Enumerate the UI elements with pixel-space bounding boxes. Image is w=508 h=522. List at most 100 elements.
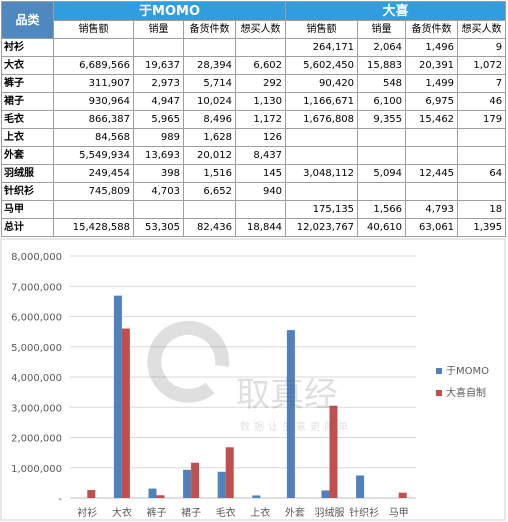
metric-header: 备货件数 — [183, 20, 236, 39]
category-cell: 羽绒服 — [1, 164, 54, 183]
value-cell: 82,436 — [183, 218, 236, 237]
table-row: 大衣 6,689,566 19,637 28,394 6,602 5,602,450 15,… — [1, 56, 507, 75]
x-tick-label: 上衣 — [250, 506, 270, 519]
bar-daxi-4 — [225, 447, 234, 498]
value-cell: 18,844 — [234, 218, 287, 237]
bar-momo-5 — [252, 495, 261, 498]
x-tick-label: 外套 — [285, 506, 305, 519]
value-cell: 5,714 — [183, 74, 236, 93]
value-cell — [133, 38, 184, 57]
watermark-brand: 取真经 — [236, 375, 338, 415]
category-cell: 裙子 — [1, 92, 54, 111]
value-cell: 175,135 — [285, 200, 359, 219]
value-cell — [405, 128, 459, 147]
category-cell: 马甲 — [1, 200, 54, 219]
category-header: 品类 — [1, 1, 54, 39]
value-cell: 6,975 — [405, 92, 459, 111]
value-cell: 4,947 — [133, 92, 184, 111]
value-cell: 19,637 — [133, 56, 184, 75]
bar-daxi-7 — [329, 405, 338, 498]
value-cell: 12,023,767 — [285, 218, 359, 237]
x-tick-label: 马甲 — [389, 507, 409, 519]
legend-label: 大喜自制 — [446, 386, 486, 399]
watermark-tagline: 数据让生意更简单 — [240, 420, 352, 433]
y-tick-label: 2,000,000 — [11, 434, 62, 445]
value-cell: 53,305 — [133, 218, 184, 237]
category-cell: 总计 — [1, 218, 54, 237]
x-tick-label: 裙子 — [181, 506, 201, 519]
value-cell — [285, 128, 359, 147]
value-cell — [405, 182, 459, 201]
value-cell — [357, 146, 407, 165]
value-cell: 9,355 — [357, 110, 407, 129]
metric-header: 销量 — [133, 20, 184, 39]
bar-daxi-9 — [398, 492, 407, 498]
y-tick-label: 6,000,000 — [11, 313, 62, 324]
value-cell: 18 — [457, 200, 507, 219]
value-cell — [133, 200, 184, 219]
metric-header: 想买人数 — [234, 20, 287, 39]
metric-header: 备货件数 — [405, 20, 459, 39]
table-row: 衬衫 264,171 2,064 1,496 9 — [1, 38, 507, 57]
y-tick-label: 5,000,000 — [11, 343, 62, 354]
value-cell — [183, 200, 236, 219]
sales-bar-chart: - 1,000,000 2,000,000 3,000,000 4,000,000 5,0… — [0, 238, 506, 521]
value-cell: 5,094 — [357, 164, 407, 183]
table-row: 总计 15,428,588 53,305 82,436 18,844 12,023,767… — [1, 218, 507, 237]
metric-header: 销量 — [357, 20, 407, 39]
value-cell — [285, 182, 359, 201]
table-row: 针织衫 745,809 4,703 6,652 940 — [1, 182, 507, 201]
value-cell: 1,516 — [183, 164, 236, 183]
bar-daxi-1 — [121, 328, 130, 498]
value-cell: 292 — [234, 74, 287, 93]
bar-daxi-2 — [156, 495, 165, 498]
sales-table: 品类 于MOMO 大喜 销售额 销量 备货件数 想买人数 销售额 销量 备货件数… — [1, 1, 507, 237]
value-cell: 1,166,671 — [285, 92, 359, 111]
value-cell: 145 — [234, 164, 287, 183]
y-tick-label: 1,000,000 — [11, 464, 62, 475]
value-cell: 4,793 — [405, 200, 459, 219]
bar-momo-1 — [113, 295, 122, 498]
value-cell: 9 — [457, 38, 507, 57]
value-cell: 4,703 — [133, 182, 184, 201]
table-row: 裙子 930,964 4,947 10,024 1,130 1,166,671 6,100 6… — [1, 92, 507, 111]
value-cell: 64 — [457, 164, 507, 183]
category-cell: 裤子 — [1, 74, 54, 93]
value-cell — [405, 146, 459, 165]
bar-daxi-3 — [191, 462, 200, 498]
value-cell: 1,676,808 — [285, 110, 359, 129]
value-cell: 63,061 — [405, 218, 459, 237]
category-cell: 外套 — [1, 146, 54, 165]
value-cell: 2,973 — [133, 74, 184, 93]
value-cell: 6,100 — [357, 92, 407, 111]
metric-header: 销售额 — [285, 20, 359, 39]
metric-header: 销售额 — [53, 20, 134, 39]
x-tick-label: 毛衣 — [216, 506, 236, 519]
category-cell: 毛衣 — [1, 110, 54, 129]
value-cell: 8,496 — [183, 110, 236, 129]
legend-swatch — [436, 390, 442, 396]
value-cell: 1,130 — [234, 92, 287, 111]
x-tick-label: 羽绒服 — [315, 506, 345, 519]
value-cell — [457, 146, 507, 165]
y-tick-label: 8,000,000 — [11, 252, 62, 263]
value-cell — [183, 38, 236, 57]
x-tick-label: 大衣 — [112, 506, 132, 519]
value-cell: 5,549,934 — [53, 146, 134, 165]
value-cell — [53, 38, 134, 57]
y-tick-label: 3,000,000 — [11, 403, 62, 414]
value-cell: 40,610 — [357, 218, 407, 237]
value-cell: 249,454 — [53, 164, 134, 183]
value-cell: 1,072 — [457, 56, 507, 75]
brand-header-momo: 于MOMO — [52, 1, 287, 21]
value-cell: 1,172 — [234, 110, 287, 129]
value-cell: 7 — [457, 74, 507, 93]
bar-momo-6 — [286, 330, 295, 498]
value-cell: 12,445 — [405, 164, 459, 183]
y-tick-label: 4,000,000 — [11, 373, 62, 384]
value-cell: 5,602,450 — [285, 56, 359, 75]
value-cell: 90,420 — [285, 74, 359, 93]
value-cell: 6,602 — [234, 56, 287, 75]
value-cell: 745,809 — [53, 182, 134, 201]
